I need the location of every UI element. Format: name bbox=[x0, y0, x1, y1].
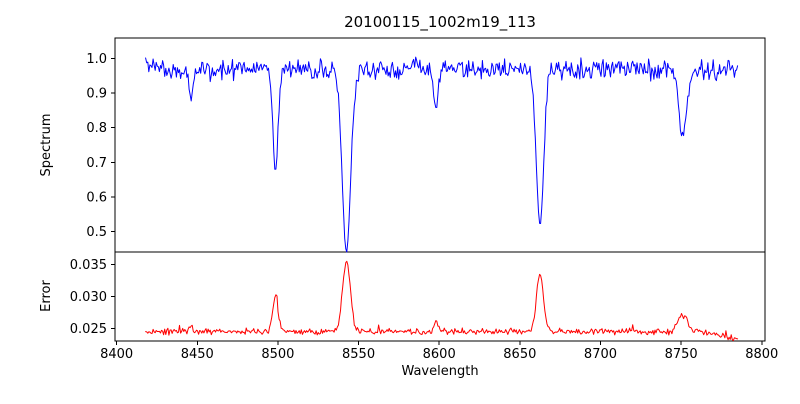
y-tick-label: 0.5 bbox=[86, 225, 107, 240]
y-axis-label-error: Error bbox=[39, 280, 54, 312]
x-tick-label: 8700 bbox=[584, 347, 617, 362]
y-tick-label: 0.030 bbox=[70, 290, 107, 305]
x-axis-label: Wavelength bbox=[401, 364, 478, 379]
y-tick-label: 0.035 bbox=[70, 258, 107, 273]
x-tick-label: 8450 bbox=[181, 347, 214, 362]
y-tick-label: 1.0 bbox=[86, 52, 107, 67]
y-axis-label-spectrum: Spectrum bbox=[39, 114, 54, 177]
y-tick-label: 0.8 bbox=[86, 121, 107, 136]
spectrum-line bbox=[145, 56, 739, 253]
y-tick-label: 0.9 bbox=[86, 87, 107, 102]
series-group bbox=[145, 56, 739, 342]
x-tick-label: 8400 bbox=[100, 347, 133, 362]
x-tick-label: 8650 bbox=[503, 347, 536, 362]
y-tick-label: 0.7 bbox=[86, 156, 107, 171]
error-line bbox=[145, 260, 739, 342]
chart-title: 20100115_1002m19_113 bbox=[344, 13, 536, 32]
x-tick-label: 8750 bbox=[665, 347, 698, 362]
axes-spine-error bbox=[114, 251, 766, 342]
x-tick-label: 8500 bbox=[261, 347, 294, 362]
axes-group: 0.5 0.6 0.7 0.8 0.9 1.0 0.025 0.030 0.035 8400 845… bbox=[70, 37, 778, 362]
x-tick-label: 8600 bbox=[423, 347, 456, 362]
y-tick-label: 0.025 bbox=[70, 322, 107, 337]
x-tick-label: 8550 bbox=[342, 347, 375, 362]
x-tick-label: 8800 bbox=[745, 347, 778, 362]
y-tick-label: 0.6 bbox=[86, 190, 107, 205]
